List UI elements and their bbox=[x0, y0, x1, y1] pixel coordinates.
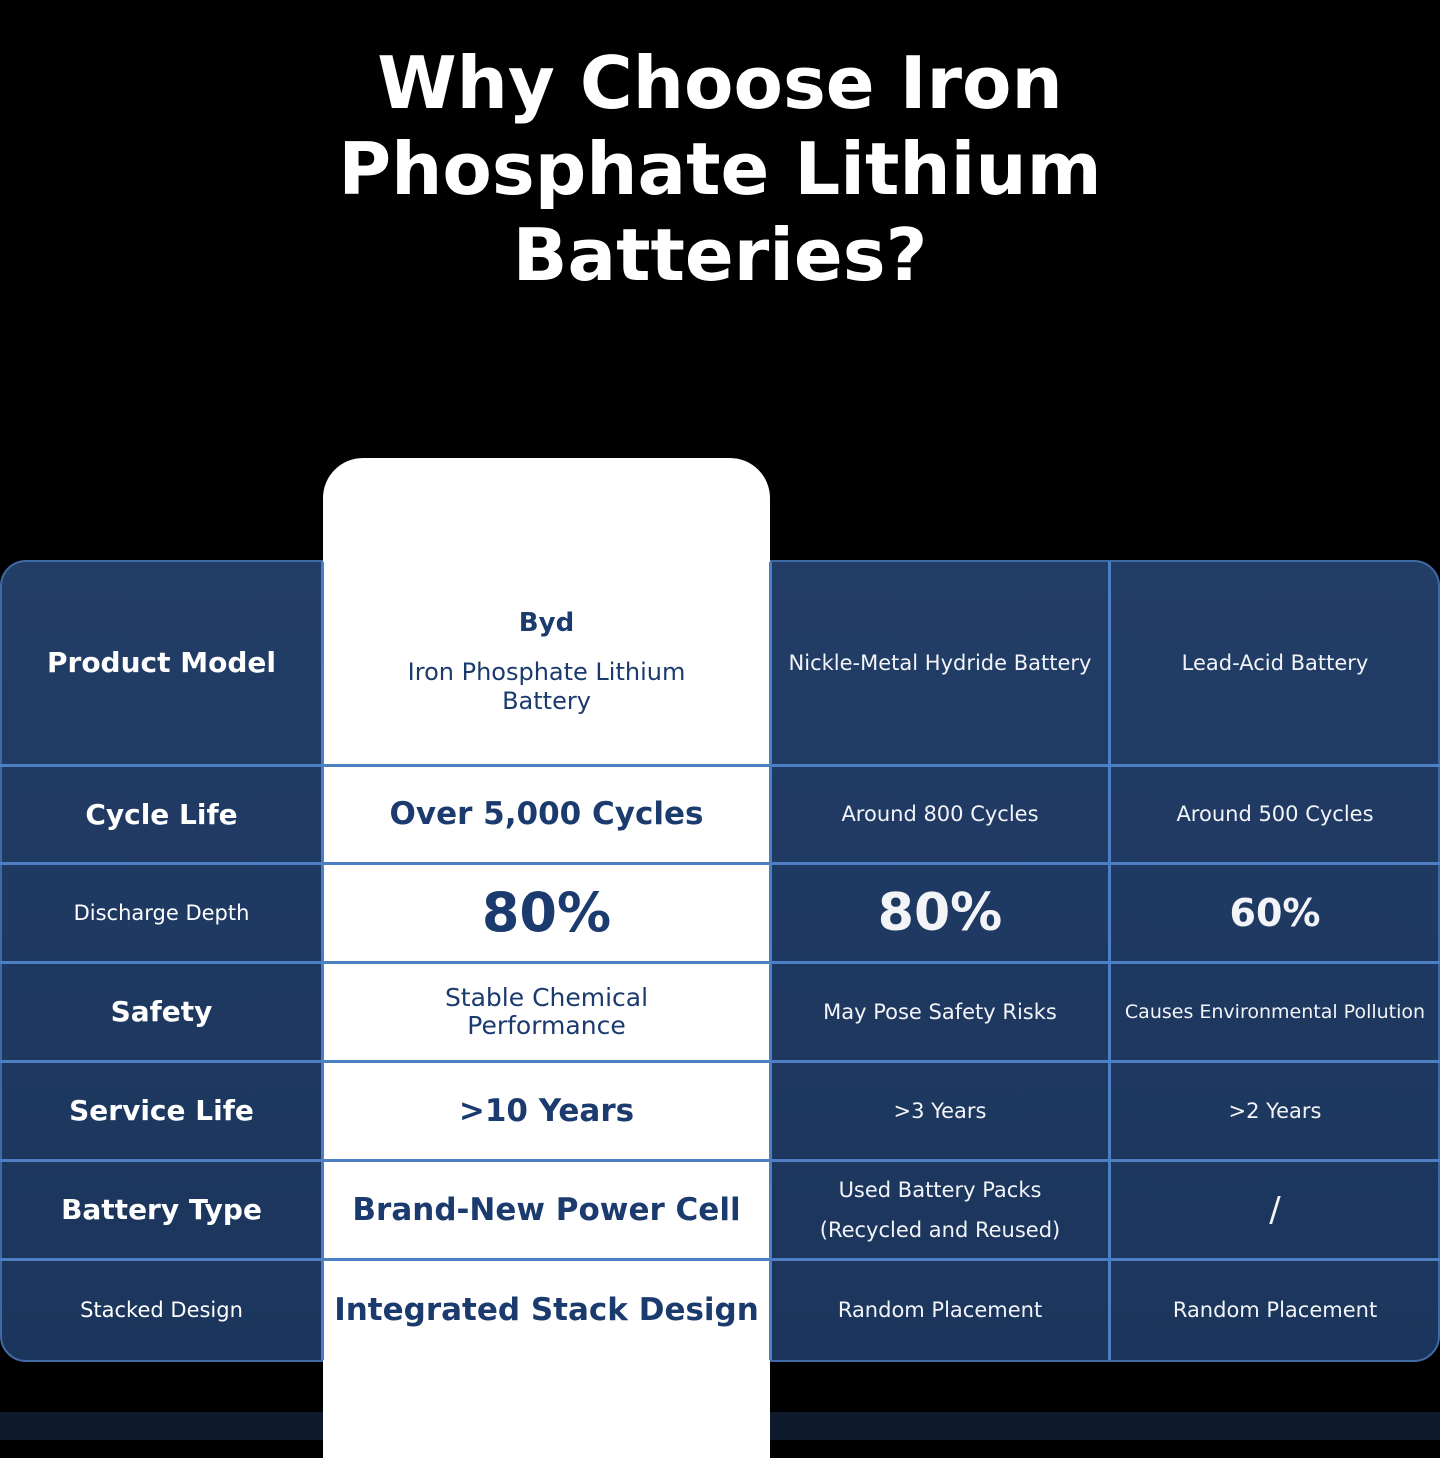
highlight-value: Brand-New Power Cell bbox=[352, 1191, 741, 1228]
product-name: Iron Phosphate Lithium Battery bbox=[407, 658, 686, 715]
row-label: Product Model bbox=[46, 646, 276, 679]
row-divider bbox=[0, 862, 1440, 865]
highlight-header: Byd Iron Phosphate Lithium Battery bbox=[323, 560, 770, 765]
highlight-value: 80% bbox=[481, 880, 612, 944]
row-label: Stacked Design bbox=[80, 1297, 243, 1322]
title: Why Choose Iron Phosphate Lithium Batter… bbox=[338, 41, 1102, 297]
column-divider bbox=[1108, 562, 1111, 1360]
column-divider bbox=[321, 562, 324, 1360]
row-divider bbox=[0, 764, 1440, 767]
comparison-value: >3 Years bbox=[893, 1098, 987, 1123]
comparison-value: Around 800 Cycles bbox=[841, 802, 1039, 826]
row-divider bbox=[0, 1258, 1440, 1261]
comparison-value: >2 Years bbox=[1228, 1098, 1322, 1123]
comparison-value: Random Placement bbox=[837, 1297, 1043, 1322]
highlight-value: Stable Chemical Performance bbox=[444, 982, 649, 1040]
comparison-value: 80% bbox=[877, 882, 1003, 943]
column-header: Lead-Acid Battery bbox=[1181, 650, 1369, 675]
highlight-value: >10 Years bbox=[458, 1092, 635, 1129]
row-divider bbox=[0, 1159, 1440, 1162]
row-divider bbox=[0, 961, 1440, 964]
comparison-value: Used Battery Packs (Recycled and Reused) bbox=[819, 1177, 1061, 1242]
column-header: Nickle-Metal Hydride Battery bbox=[788, 650, 1092, 675]
row-label: Service Life bbox=[69, 1094, 254, 1127]
comparison-value: Random Placement bbox=[1172, 1297, 1378, 1322]
comparison-value: May Pose Safety Risks bbox=[823, 999, 1057, 1024]
row-label: Safety bbox=[110, 995, 213, 1028]
highlight-card bbox=[323, 458, 770, 1458]
comparison-value: 60% bbox=[1229, 890, 1321, 935]
comparison-value: Causes Environmental Pollution bbox=[1124, 1000, 1426, 1023]
row-label: Discharge Depth bbox=[73, 900, 250, 925]
highlight-value: Integrated Stack Design bbox=[334, 1291, 759, 1328]
row-divider bbox=[0, 1060, 1440, 1063]
row-label: Battery Type bbox=[61, 1193, 262, 1226]
row-label: Cycle Life bbox=[85, 797, 238, 831]
comparison-value: Around 500 Cycles bbox=[1176, 802, 1374, 826]
comparison-value: / bbox=[1269, 1189, 1281, 1230]
highlight-value: Over 5,000 Cycles bbox=[389, 796, 704, 832]
column-divider bbox=[769, 562, 772, 1360]
brand: Byd bbox=[518, 608, 575, 638]
